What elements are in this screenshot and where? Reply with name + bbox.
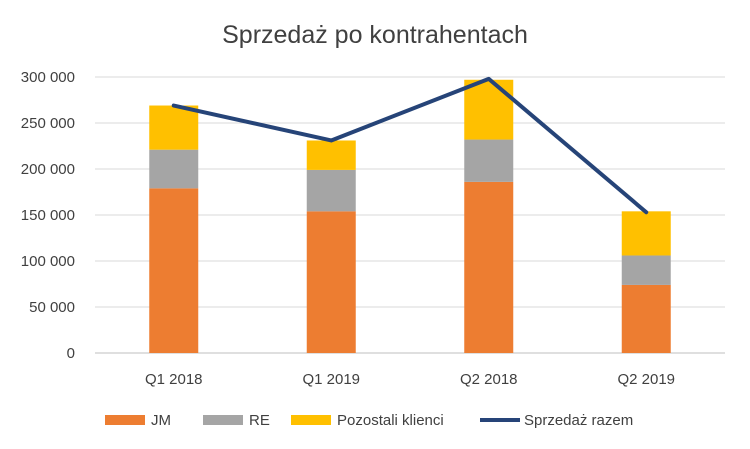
y-tick-label: 150 000	[21, 207, 75, 224]
y-tick-label: 100 000	[21, 253, 75, 270]
series-line	[171, 76, 649, 215]
x-tick-label: Q1 2019	[302, 371, 360, 388]
bars	[149, 79, 671, 353]
y-tick-label: 300 000	[21, 69, 75, 86]
total-line	[171, 76, 649, 215]
legend-label: Sprzedaż razem	[524, 412, 633, 429]
bar-segment	[149, 149, 199, 189]
y-axis-ticks: 0 50 000 100 000 150 000 200 000 250 000 300 0…	[21, 69, 75, 362]
bar-segment	[621, 211, 671, 256]
x-tick-label: Q1 2018	[145, 371, 203, 388]
y-tick-label: 250 000	[21, 115, 75, 132]
legend-swatch	[105, 415, 145, 425]
y-tick-label: 50 000	[29, 299, 75, 316]
bar-segment	[306, 211, 356, 353]
y-tick-label: 0	[67, 345, 75, 362]
x-tick-label: Q2 2019	[617, 371, 675, 388]
x-axis-ticks: Q1 2018 Q1 2019 Q2 2018 Q2 2019	[145, 371, 675, 388]
bar-segment	[149, 188, 199, 353]
legend-label: RE	[249, 412, 270, 429]
legend-swatch	[291, 415, 331, 425]
x-tick-label: Q2 2018	[460, 371, 518, 388]
legend-label: Pozostali klienci	[337, 412, 444, 429]
bar-segment	[464, 79, 514, 140]
bar-segment	[306, 169, 356, 212]
chart-title: Sprzedaż po kontrahentach	[222, 21, 528, 49]
legend-label: JM	[151, 412, 171, 429]
bar-segment	[464, 181, 514, 353]
legend: JM RE Pozostali klienci Sprzedaż razem	[105, 412, 633, 429]
bar-segment	[149, 105, 199, 150]
gridlines	[95, 76, 725, 354]
bar-segment	[464, 139, 514, 182]
y-tick-label: 200 000	[21, 161, 75, 178]
bar-segment	[621, 255, 671, 285]
bar-segment	[306, 140, 356, 170]
legend-swatch	[203, 415, 243, 425]
bar-segment	[621, 284, 671, 353]
